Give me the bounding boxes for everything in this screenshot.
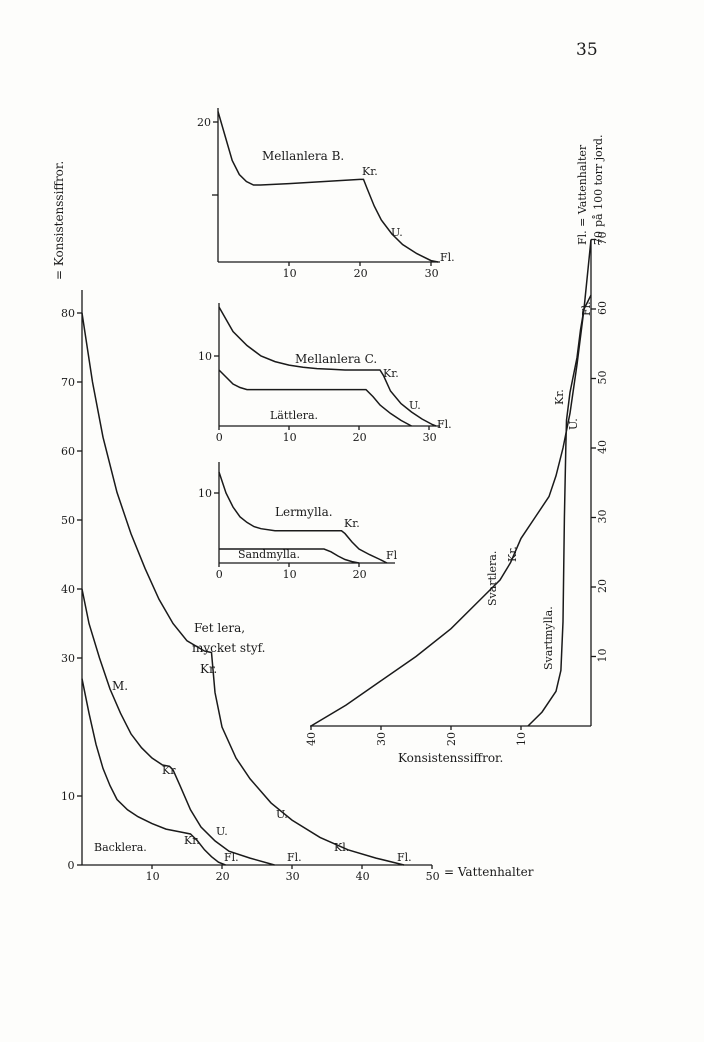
lattlera-name: Lättlera. <box>270 409 318 422</box>
svartmylla-u: U. <box>567 418 580 430</box>
mb-kr: Kr. <box>362 165 378 178</box>
svartlera-rotated-ytick-label: 40 <box>596 440 609 454</box>
mellanlera-b-xtick-label: 10 <box>283 267 297 280</box>
sv-ylabel: Fl. = Vattenhalter <box>576 144 589 245</box>
fet-lera-fl: Fl. <box>397 851 412 864</box>
mb-fl: Fl. <box>440 251 455 264</box>
svartlera-rotated-ytick-label: 70 <box>596 232 609 246</box>
mellanlera-c-ytick-label: 10 <box>198 350 212 363</box>
mellanlera-c-xtick-label: 30 <box>423 431 437 444</box>
lermylla-xtick-label: 10 <box>283 568 297 581</box>
svartlera-fl: Fl. <box>580 301 593 316</box>
mb-u: U. <box>391 226 403 239</box>
svartlera-rotated-xtick-label: 10 <box>515 732 528 746</box>
svartmylla-kr: Kr. <box>553 389 566 405</box>
main-ytick-label: 50 <box>61 514 75 527</box>
main-ytick-label: 30 <box>61 652 75 665</box>
sandmylla-name: Sandmylla. <box>238 548 300 561</box>
series-line-lermylla <box>218 471 388 564</box>
m-u: U. <box>216 825 228 838</box>
main-xtick-label: 50 <box>426 870 440 883</box>
main-xtick-label: 30 <box>286 870 300 883</box>
mc-kr: Kr. <box>383 367 399 380</box>
series-line-svartlera <box>310 239 592 727</box>
lm-fl: Fl <box>386 549 398 562</box>
main-ytick-label: 60 <box>61 445 75 458</box>
backlera-name: Backlera. <box>94 841 147 854</box>
fet-lera-name-1: Fet lera, <box>194 621 245 635</box>
series-line-mellanlera-c <box>218 306 437 427</box>
svartlera-rotated-ytick-label: 50 <box>596 371 609 385</box>
series-line-lättlera <box>218 369 412 427</box>
svartmylla-name: Svartmylla. <box>542 606 555 670</box>
svartlera-rotated-xtick-label: 30 <box>375 732 388 746</box>
fet-lera-kl: Kl. <box>334 841 349 854</box>
lermylla-ytick-label: 10 <box>198 487 212 500</box>
svartlera-rotated-xtick-label: 40 <box>305 732 318 746</box>
main-xtick-label: 10 <box>146 870 160 883</box>
backlera-fl: Fl. <box>224 851 239 864</box>
svartlera-chart: 40 30 20 10 10 20 30 40 50 60 70 Konsistenssiffror… <box>305 135 609 765</box>
svartlera-rotated-ytick-label: 60 <box>596 301 609 315</box>
lermylla-xtick-label: 0 <box>216 568 223 581</box>
mellanlera-b-chart: 10 20 30 20 Mellanlera B. Kr. U. Fl. <box>197 108 455 280</box>
svartlera-rotated-xtick-label: 20 <box>445 732 458 746</box>
mc-u: U. <box>409 399 421 412</box>
main-ytick-label: 80 <box>61 307 75 320</box>
lermylla-xtick-label: 20 <box>353 568 367 581</box>
mellanlera-c-xtick-label: 10 <box>283 431 297 444</box>
page-number: 35 <box>576 40 598 60</box>
mc-fl: Fl. <box>437 418 452 431</box>
sv-ylabel-70: 70 <box>592 231 605 245</box>
fet-lera-kr: Kr. <box>200 662 217 676</box>
fet-lera-name-2: mycket styf. <box>192 641 265 655</box>
series-line-backlera <box>81 678 226 866</box>
main-xtick-label: 40 <box>356 870 370 883</box>
series-line-fet-lera-mycket-styf <box>81 312 405 866</box>
svartlera-rotated-ytick-label: 20 <box>596 579 609 593</box>
svartlera-name: Svartlera. <box>486 551 499 606</box>
series-line-m <box>81 588 275 866</box>
mellanlera-c-chart: 0 10 20 30 10 Mellanlera C. Kr. U. Fl. Lättl… <box>198 303 452 444</box>
m-fl: Fl. <box>287 851 302 864</box>
mb-name: Mellanlera B. <box>262 149 344 163</box>
m-kr: Kr <box>162 764 176 777</box>
sv-ylabel2: på 100 torr jord. <box>592 135 605 227</box>
mc-name: Mellanlera C. <box>295 352 377 366</box>
main-xtick-label: 20 <box>216 870 230 883</box>
lm-name: Lermylla. <box>275 505 333 519</box>
mellanlera-c-xtick-label: 0 <box>216 431 223 444</box>
mellanlera-b-xtick-label: 30 <box>425 267 439 280</box>
fet-lera-u: U. <box>276 808 288 821</box>
mellanlera-c-xtick-label: 20 <box>353 431 367 444</box>
backlera-kr: Kr. <box>184 834 200 847</box>
main-chart: = Konsistenssiffror. = Vattenhalter 10 20… <box>52 161 534 883</box>
mellanlera-b-xtick-label: 20 <box>354 267 368 280</box>
sv-xlabel: Konsistenssiffror. <box>398 751 503 765</box>
main-ytick-label: 70 <box>61 376 75 389</box>
main-ytick-label: 40 <box>61 583 75 596</box>
main-ylabel: = Konsistenssiffror. <box>52 161 66 280</box>
main-ytick-label: 10 <box>61 790 75 803</box>
svartlera-rotated-ytick-label: 30 <box>596 510 609 524</box>
lm-kr: Kr. <box>344 517 360 530</box>
series-line-mellanlera-b <box>217 111 439 263</box>
series-line-sandmylla <box>219 548 360 564</box>
svartlera-rotated-ytick-label: 10 <box>596 649 609 663</box>
main-xlabel-suffix: = Vattenhalter <box>444 865 534 879</box>
series-line-svartmylla <box>527 294 592 727</box>
m-name: M. <box>112 679 128 693</box>
svartlera-kr: Kr. <box>506 546 519 562</box>
main-ytick-label: 0 <box>68 859 75 872</box>
mellanlera-b-ytick-label: 20 <box>197 116 211 129</box>
lermylla-chart: 0 10 20 10 Lermylla. Kr. Fl Sandmylla. <box>198 462 398 581</box>
